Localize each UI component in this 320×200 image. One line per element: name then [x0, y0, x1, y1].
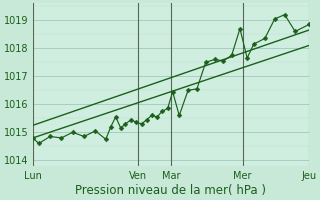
- X-axis label: Pression niveau de la mer( hPa ): Pression niveau de la mer( hPa ): [76, 184, 267, 197]
